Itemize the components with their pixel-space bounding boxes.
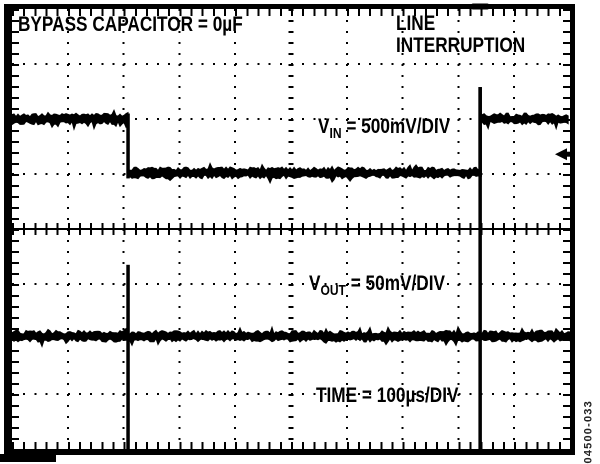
vout-trace (11, 87, 571, 450)
vout-symbol: V (309, 272, 321, 295)
line-interruption-line2: INTERRUPTION (396, 34, 526, 58)
graticule (12, 9, 570, 449)
markers (471, 3, 572, 161)
trigger-level-arrow (555, 148, 572, 161)
scan-artifact (0, 454, 56, 462)
figure-number: 04500-033 (582, 400, 595, 464)
line-interruption-line1: LINE (396, 12, 436, 35)
vout-scale-label: VOUT = 50mV/DIV (309, 272, 445, 300)
vin-symbol: V (318, 115, 330, 138)
trigger-position-marker (471, 3, 490, 10)
graticule-border (0, 4, 575, 462)
vout-subscript: OUT (320, 283, 346, 300)
vin-scale-label: VIN = 500mV/DIV (318, 115, 451, 143)
vin-trace (11, 87, 569, 185)
bypass-capacitor-label: BYPASS CAPACITOR = 0µF (18, 13, 243, 36)
vin-value: = 500mV/DIV (341, 115, 451, 138)
time-scale-label: TIME = 100µs/DIV (316, 384, 459, 407)
vin-subscript: IN (329, 126, 342, 143)
vout-value: = 50mV/DIV (345, 272, 445, 295)
line-interruption-label: LINE INTERRUPTION (396, 12, 526, 58)
